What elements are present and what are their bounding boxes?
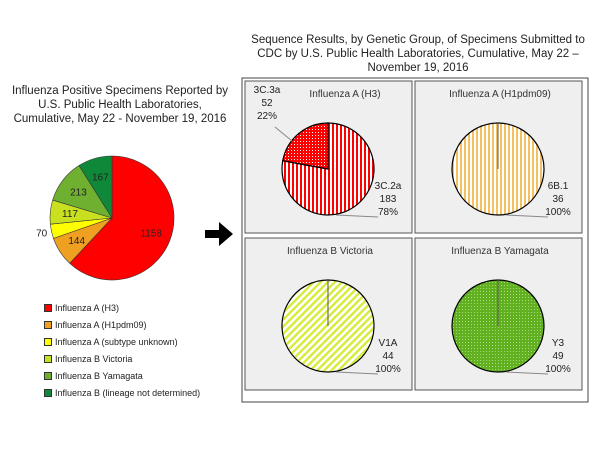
data-label: 167 [92,172,109,183]
slice-label: 3C.3a [254,85,281,96]
slice-label: 183 [380,194,397,205]
slice-label: 100% [375,364,401,375]
slice-label: 6B.1 [548,181,569,192]
panel-title: Influenza A (H1pdm09) [449,89,551,100]
legend-swatch [44,304,52,312]
legend-item: Influenza B Yamagata [44,371,143,381]
leader-line [335,371,379,375]
pie-slice [282,122,329,170]
right-title: Sequence Results, by Genetic Group, of S… [251,34,585,74]
legend-swatch [44,355,52,363]
arrow-icon [205,222,233,246]
slice-label: 78% [378,207,398,218]
data-label: 70 [36,229,48,240]
data-label: 1158 [140,228,162,239]
legend-swatch [44,372,52,380]
legend-label: Influenza A (subtype unknown) [55,337,178,347]
pie-slice [69,155,175,281]
data-label: 213 [70,187,87,198]
legend-item: Influenza B Victoria [44,354,132,364]
slice-label: 44 [382,351,394,362]
legend-item: Influenza B (lineage not determined) [44,388,200,398]
slice-label: 52 [261,98,273,109]
legend-label: Influenza B (lineage not determined) [55,388,201,398]
leader-line [274,126,293,142]
slice-label: Y3 [552,338,565,349]
slice-label: 22% [257,111,277,122]
slice-label: 100% [545,364,571,375]
slice-label: 36 [552,194,564,205]
data-label: 144 [68,236,85,247]
slice-label: 49 [552,351,564,362]
legend-label: Influenza A (H3) [55,303,120,313]
legend-label: Influenza B Victoria [55,354,133,364]
slice-label: V1A [379,338,398,349]
legend-label: Influenza A (H1pdm09) [55,320,147,330]
legend-swatch [44,321,52,329]
data-label: 117 [62,209,78,220]
legend-item: Influenza A (H3) [44,303,119,313]
leader-line [335,214,379,218]
panel-title: Influenza B Victoria [287,246,373,257]
legend-item: Influenza A (H1pdm09) [44,320,147,330]
legend-swatch [44,389,52,397]
legend-swatch [44,338,52,346]
pie-slice [78,155,113,220]
leader-line [505,214,549,218]
leader-line [505,371,549,375]
left-title: Influenza Positive Specimens Reported by… [11,85,229,125]
legend-label: Influenza B Yamagata [55,371,143,381]
slice-label: 100% [545,207,571,218]
legend-item: Influenza A (subtype unknown) [44,337,178,347]
panel-title: Influenza A (H3) [309,89,380,100]
panel-title: Influenza B Yamagata [451,246,549,257]
slice-label: 3C.2a [375,181,402,192]
